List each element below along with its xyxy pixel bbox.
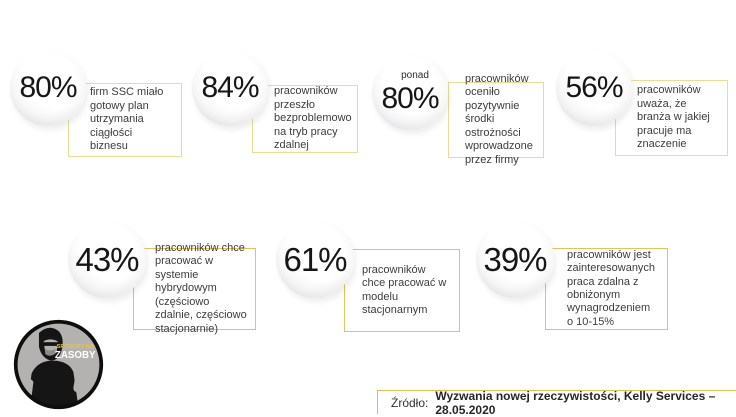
stat-value: 43%: [75, 240, 139, 278]
stat-card: pracowników oceniło pozytywnie środki os…: [448, 73, 544, 166]
logo-ring: [13, 319, 104, 410]
source-label: Źródło:: [391, 395, 429, 410]
stat-description: pracowników oceniło pozytywnie środki os…: [465, 73, 533, 166]
stat-bubble: 56%: [556, 50, 632, 126]
person-silhouette-icon: [23, 327, 84, 408]
stat-card: pracowników jest zainteresowanych praca …: [545, 248, 668, 330]
stat-prefix: ponad: [401, 69, 429, 81]
stat-bubble: ponad 80%: [372, 54, 448, 130]
stat-bubble: 84%: [192, 50, 268, 126]
stat-description: firm SSC miało gotowy plan utrzymania ci…: [90, 86, 164, 153]
stat-value: 56%: [565, 71, 623, 104]
stat-card: pracowników chce pracować w modelu stacj…: [344, 249, 460, 332]
sposoby-na-zasoby-logo: SPOSOBY NA ZASOBY: [13, 319, 104, 410]
stat-card: pracowników chce pracować w systemie hyb…: [133, 242, 256, 335]
stat-value: 80%: [381, 81, 439, 115]
stat-card: firm SSC miało gotowy plan utrzymania ci…: [68, 83, 182, 157]
stat-bubble: 61%: [276, 220, 354, 298]
stat-value: 80%: [19, 71, 77, 104]
stat-description: pracowników jest zainteresowanych praca …: [567, 248, 656, 328]
logo-text-line1: SPOSOBY NA: [57, 344, 94, 350]
stat-value: 39%: [483, 240, 547, 278]
stat-bubble: 39%: [476, 220, 554, 298]
stat-bubble: 80%: [10, 50, 86, 126]
stat-description: pracowników przeszło bezproblemowo na tr…: [274, 85, 352, 152]
stat-card: pracowników uważa, że branża w jakiej pr…: [615, 80, 728, 156]
stat-value: 61%: [283, 240, 347, 278]
stat-value: 84%: [201, 71, 259, 104]
stat-card: pracowników przeszło bezproblemowo na tr…: [252, 85, 358, 153]
source-text: Wyzwania nowej rzeczywistości, Kelly Ser…: [435, 388, 716, 417]
stat-description: pracowników uważa, że branża w jakiej pr…: [637, 84, 710, 151]
stat-description: pracowników chce pracować w modelu stacj…: [362, 263, 447, 316]
stat-bubble: 43%: [68, 220, 146, 298]
stat-description: pracowników chce pracować w systemie hyb…: [155, 242, 247, 335]
source-bar: Źródło: Wyzwania nowej rzeczywistości, K…: [377, 388, 736, 417]
logo-text-line2: ZASOBY: [55, 350, 96, 361]
